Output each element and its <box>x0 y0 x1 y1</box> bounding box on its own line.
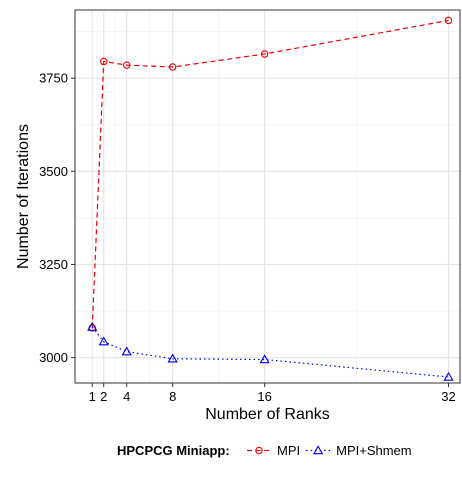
legend-label: MPI+Shmem <box>336 443 412 458</box>
data-point-1-4 <box>259 354 270 364</box>
series-markers <box>87 16 454 381</box>
plot-panel <box>74 9 461 384</box>
x-tick-label: 16 <box>257 389 271 404</box>
data-point-0-3 <box>168 63 177 71</box>
y-tick-label: 3250 <box>39 257 68 272</box>
data-point-0-4 <box>260 50 269 58</box>
data-point-1-1 <box>98 336 109 346</box>
legend: HPCPCG Miniapp: MPI MPI+Shmem <box>117 443 412 458</box>
x-axis-title: Number of Ranks <box>205 406 330 423</box>
data-point-1-3 <box>167 353 178 363</box>
series-line-0 <box>91 19 449 328</box>
data-point-1-2 <box>121 346 132 356</box>
x-tick-label: 2 <box>100 389 107 404</box>
y-tick-label: 3000 <box>39 350 68 365</box>
data-point-1-5 <box>443 371 454 381</box>
legend-label: MPI <box>277 443 300 458</box>
x-axis: 1 2 4 8 16 32 <box>89 383 456 404</box>
legend-title: HPCPCG Miniapp: <box>117 443 230 458</box>
data-point-0-2 <box>122 61 131 69</box>
data-point-0-5 <box>444 16 453 25</box>
legend-key-marker-1 <box>312 445 324 455</box>
x-tick-label: 8 <box>169 389 176 404</box>
data-point-1-0 <box>87 321 98 331</box>
x-tick-label: 32 <box>441 389 455 404</box>
y-tick-label: 3750 <box>39 71 68 86</box>
legend-key-marker-0 <box>255 446 263 455</box>
data-point-0-1 <box>99 57 108 66</box>
series-line-1 <box>91 326 449 378</box>
grid <box>75 10 460 383</box>
y-axis: 3000 3250 3500 3750 <box>39 71 75 365</box>
legend-items: MPI MPI+Shmem <box>247 443 412 458</box>
series-lines <box>91 19 449 378</box>
y-axis-title: Number of Iterations <box>15 124 32 269</box>
y-tick-label: 3500 <box>39 164 68 179</box>
x-tick-label: 4 <box>123 389 130 404</box>
x-tick-label: 1 <box>89 389 96 404</box>
